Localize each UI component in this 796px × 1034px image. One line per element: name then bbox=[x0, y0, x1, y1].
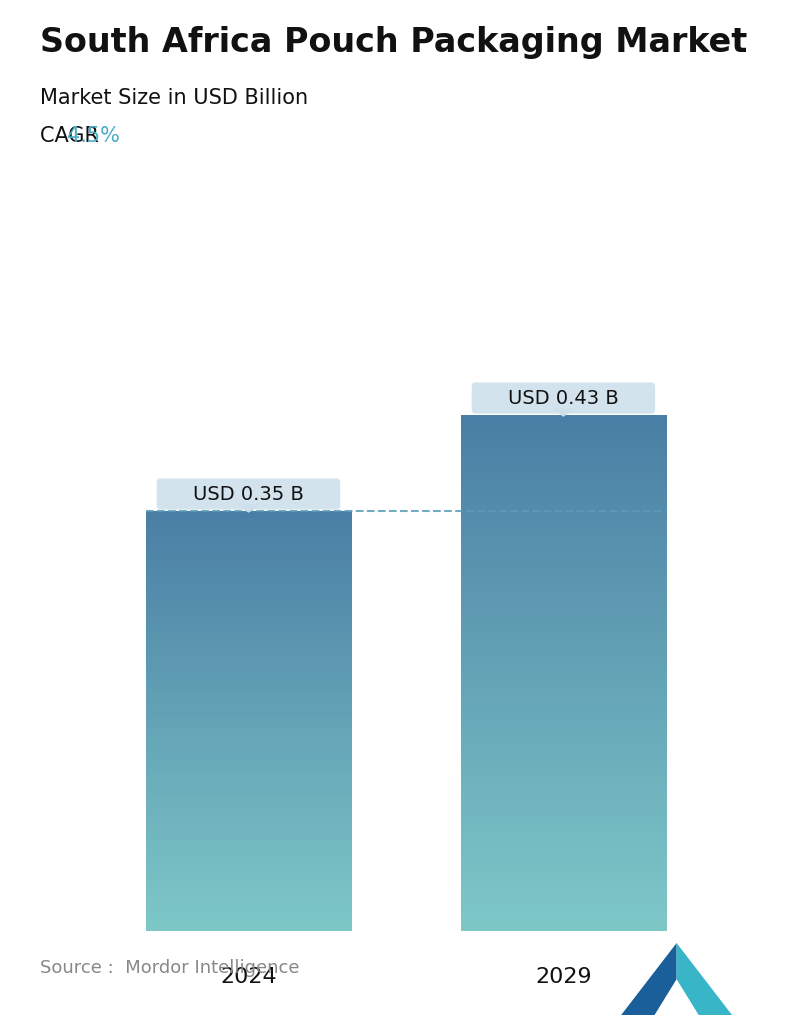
Polygon shape bbox=[238, 505, 259, 512]
Polygon shape bbox=[553, 408, 574, 416]
Text: USD 0.35 B: USD 0.35 B bbox=[193, 485, 304, 504]
Text: 2029: 2029 bbox=[535, 967, 591, 986]
Text: Source :  Mordor Intelligence: Source : Mordor Intelligence bbox=[40, 960, 299, 977]
Text: USD 0.43 B: USD 0.43 B bbox=[508, 389, 618, 407]
Text: 4.5%: 4.5% bbox=[67, 126, 119, 146]
FancyBboxPatch shape bbox=[157, 479, 340, 510]
Polygon shape bbox=[654, 979, 699, 1015]
Text: South Africa Pouch Packaging Market: South Africa Pouch Packaging Market bbox=[40, 26, 747, 59]
Text: Market Size in USD Billion: Market Size in USD Billion bbox=[40, 88, 308, 108]
Polygon shape bbox=[621, 943, 677, 1015]
Polygon shape bbox=[677, 943, 732, 1015]
Text: CAGR: CAGR bbox=[40, 126, 105, 146]
FancyBboxPatch shape bbox=[472, 383, 655, 414]
Text: 2024: 2024 bbox=[220, 967, 277, 986]
